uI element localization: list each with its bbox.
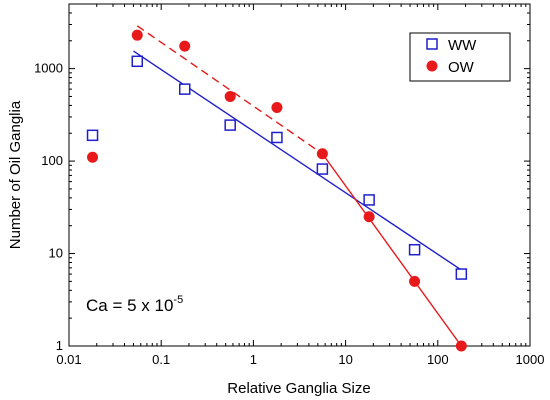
- x-tick-label: 0.01: [56, 352, 81, 367]
- data-point-ow: [316, 148, 328, 160]
- data-markers: [86, 29, 468, 352]
- y-tick-label: 1000: [34, 61, 63, 76]
- data-point-ww: [363, 194, 375, 206]
- y-axis-title: Number of Oil Ganglia: [7, 100, 24, 249]
- data-point-ow: [87, 151, 99, 163]
- fit-line-ow-dashed: [136, 25, 323, 155]
- annotation-exponent: -5: [173, 294, 183, 306]
- data-point-ow: [131, 29, 143, 41]
- capillary-number-annotation: Ca = 5 x 10-5: [86, 294, 183, 315]
- legend-marker-ow: [426, 60, 438, 72]
- legend: WW OW: [409, 32, 511, 82]
- data-point-ww: [316, 163, 329, 175]
- legend-label-ow: OW: [448, 59, 475, 76]
- x-tick-label: 1000: [516, 352, 545, 367]
- data-point-ww: [178, 83, 191, 95]
- x-axis-title: Relative Ganglia Size: [227, 380, 370, 397]
- data-point-ww: [271, 131, 283, 144]
- data-point-ww: [408, 243, 421, 256]
- y-tick-label: 100: [41, 153, 63, 168]
- data-point-ww: [131, 55, 144, 68]
- x-tick-label: 10: [338, 352, 352, 367]
- data-point-ww: [455, 268, 468, 280]
- x-tick-label: 0.1: [152, 352, 170, 367]
- data-point-ow: [363, 211, 375, 223]
- data-point-ww: [224, 119, 236, 131]
- data-point-ww: [86, 129, 99, 142]
- legend-label-ww: WW: [448, 37, 477, 54]
- data-point-ow: [409, 275, 421, 287]
- data-point-ow: [224, 90, 236, 102]
- data-point-ow: [271, 101, 283, 113]
- legend-marker-ww: [426, 38, 438, 50]
- y-tick-label: 10: [49, 246, 63, 261]
- x-tick-label: 1: [250, 352, 257, 367]
- data-point-ow: [179, 40, 191, 52]
- fit-line-ow-solid: [321, 153, 462, 347]
- data-point-ow: [455, 340, 467, 352]
- y-tick-label: 1: [56, 338, 63, 353]
- x-tick-label: 100: [427, 352, 449, 367]
- axis-ticks: 0.01 0.1 1 10 100 1000 1 10 100 1000: [34, 3, 545, 367]
- annotation-base: Ca = 5 x 10: [86, 296, 173, 315]
